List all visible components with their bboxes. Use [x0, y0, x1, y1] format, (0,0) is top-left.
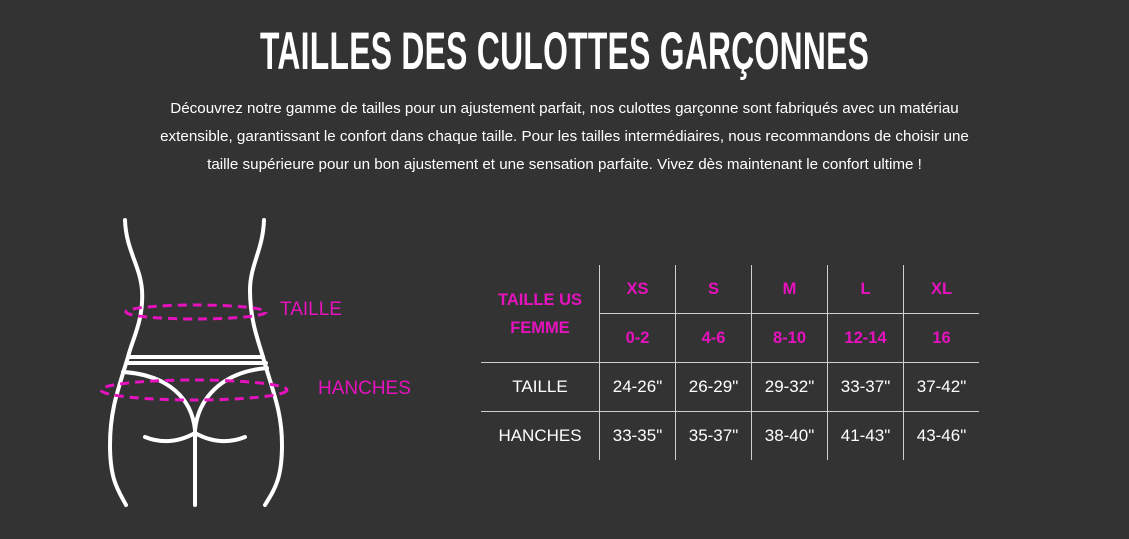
value-cell: 29-32" — [751, 362, 828, 412]
us-size-cell: 4-6 — [675, 313, 752, 363]
left-leg-line — [121, 370, 197, 432]
header-label-line: TAILLE US — [497, 290, 583, 309]
waistband — [125, 355, 268, 365]
value-cell: 24-26" — [599, 362, 676, 412]
header-label-line: FEMME — [510, 318, 570, 337]
value-cell: 26-29" — [675, 362, 752, 412]
size-table: TAILLE US FEMME XS S M L XL 0-2 4-6 8-10 … — [481, 265, 979, 460]
us-size-cell: 8-10 — [751, 313, 828, 363]
us-size-cell: 0-2 — [599, 313, 676, 363]
size-cell: XS — [599, 265, 676, 314]
intro-line: taille supérieure pour un bon ajustement… — [207, 156, 922, 173]
right-leg-line — [193, 366, 269, 432]
value-cell: 43-46" — [903, 411, 979, 460]
value-cell: 41-43" — [827, 411, 904, 460]
header-label-cell: TAILLE US FEMME — [481, 265, 600, 363]
value-cell: 38-40" — [751, 411, 828, 460]
us-size-cell: 16 — [903, 313, 979, 363]
hip-label: HANCHES — [318, 378, 411, 399]
table-row-hips: HANCHES 33-35" 35-37" 38-40" 41-43" 43-4… — [481, 411, 979, 460]
intro-text: Découvrez notre gamme de tailles pour un… — [0, 95, 1129, 179]
size-cell: XL — [903, 265, 979, 314]
waist-measure-line — [124, 303, 268, 321]
page-title: TAILLES DES CULOTTES GARÇONNES — [259, 22, 870, 81]
intro-line: extensible, garantissant le confort dans… — [160, 128, 969, 145]
table-row-sizes: TAILLE US FEMME XS S M L XL — [481, 265, 979, 363]
size-cell: M — [751, 265, 828, 314]
value-cell: 35-37" — [675, 411, 752, 460]
size-cell: S — [675, 265, 752, 314]
value-cell: 33-35" — [599, 411, 676, 460]
table-row-waist: TAILLE 24-26" 26-29" 29-32" 33-37" 37-42… — [481, 362, 979, 412]
size-cell: L — [827, 265, 904, 314]
intro-line: Découvrez notre gamme de tailles pour un… — [170, 100, 959, 117]
waist-label: TAILLE — [280, 299, 342, 320]
value-cell: 37-42" — [903, 362, 979, 412]
title-wrap: TAILLES DES CULOTTES GARÇONNES — [0, 22, 1129, 82]
hip-measure-line — [99, 378, 289, 402]
row-label: HANCHES — [481, 411, 600, 460]
us-size-cell: 12-14 — [827, 313, 904, 363]
row-label: TAILLE — [481, 362, 600, 412]
value-cell: 33-37" — [827, 362, 904, 412]
buttock-crease — [143, 430, 247, 444]
